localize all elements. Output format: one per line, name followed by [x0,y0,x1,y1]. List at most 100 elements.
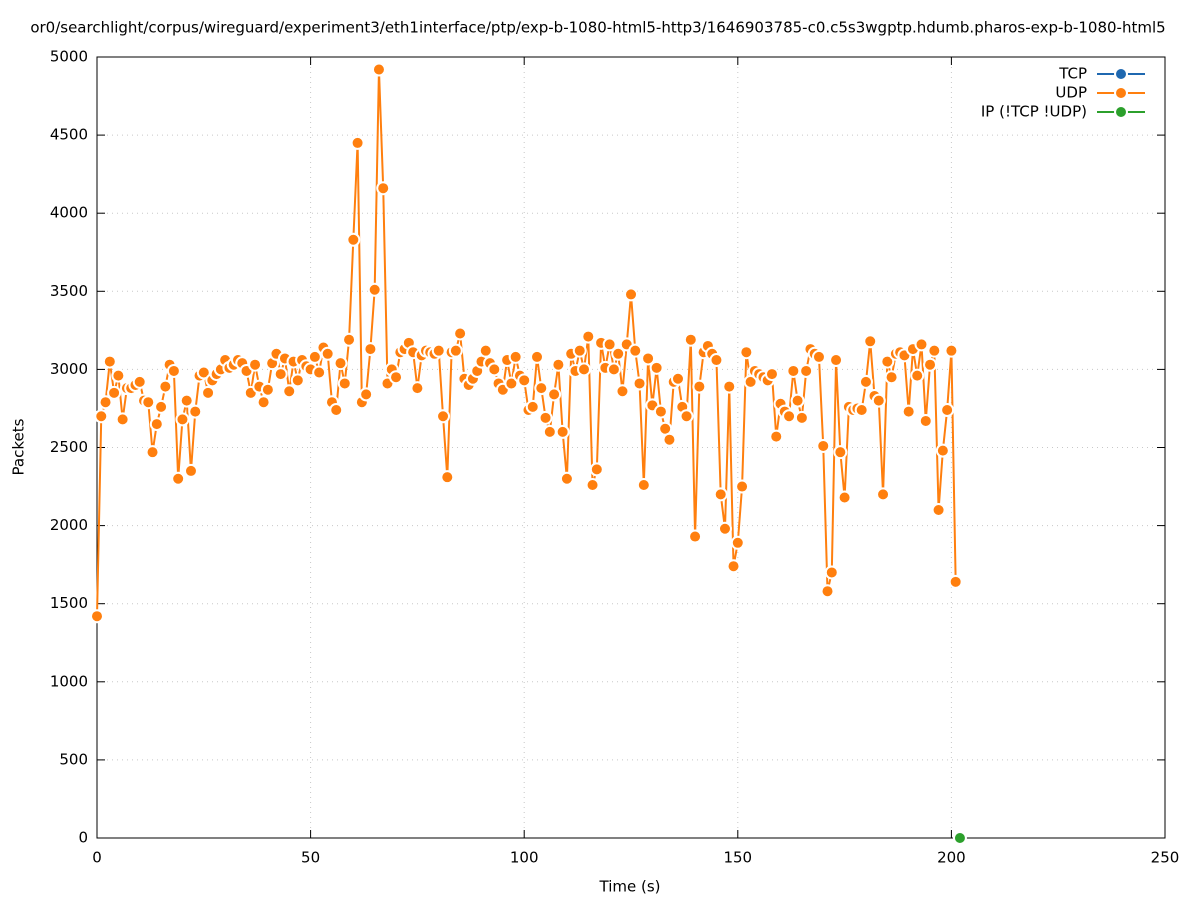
legend-label: UDP [1055,84,1087,102]
data-point [141,395,156,410]
data-point [145,445,160,460]
data-point [764,367,779,382]
data-point [320,346,335,361]
data-point [670,371,685,386]
data-point [914,337,929,352]
data-point [359,387,374,402]
data-point [611,346,626,361]
data-point [794,410,809,425]
data-point [431,343,446,358]
data-point [282,384,297,399]
data-point [952,831,967,845]
data-point [735,479,750,494]
data-point [312,365,327,380]
data-point [837,490,852,505]
data-point [453,326,468,341]
y-axis-label: Packets [10,418,28,475]
data-point [273,367,288,382]
data-point [547,387,562,402]
data-point [525,399,540,414]
legend-label: IP (!TCP !UDP) [981,103,1087,121]
x-tick-label: 200 [937,849,966,867]
data-point [589,462,604,477]
data-point [508,349,523,364]
data-point [102,354,117,369]
data-point [350,135,365,150]
data-point [256,395,271,410]
series-line [96,69,957,617]
data-point [158,379,173,394]
data-point [871,393,886,408]
data-point [918,413,933,428]
data-point [769,429,784,444]
data-point [337,376,352,391]
data-point [824,565,839,580]
data-point [179,393,194,408]
data-point [786,363,801,378]
y-tick-label: 1500 [50,594,88,612]
legend-swatch [1114,105,1128,119]
data-point [581,329,596,344]
data-point [154,399,169,414]
data-point [346,232,361,247]
data-point [572,343,587,358]
data-point [290,373,305,388]
data-point [709,353,724,368]
data-point [248,357,263,372]
data-point [201,385,216,400]
data-point [649,360,664,375]
data-point [931,502,946,517]
data-point [858,374,873,389]
data-point [371,62,386,77]
data-point [111,368,126,383]
data-point [389,370,404,385]
data-point [175,412,190,427]
data-point [692,379,707,394]
data-point [948,574,963,589]
data-point [149,417,164,432]
data-point [363,342,378,357]
data-point [478,343,493,358]
data-point [517,373,532,388]
x-tick-label: 100 [510,849,539,867]
legend-swatch [1114,86,1128,100]
data-point [683,332,698,347]
data-point [577,362,592,377]
data-point [487,362,502,377]
data-point [679,409,694,424]
data-point [329,403,344,418]
x-tick-label: 150 [723,849,752,867]
y-tick-label: 3500 [50,282,88,300]
data-point [107,385,122,400]
y-tick-label: 1000 [50,672,88,690]
y-tick-label: 5000 [50,48,88,66]
data-point [662,432,677,447]
data-point [910,368,925,383]
data-point [653,404,668,419]
data-point [171,471,186,486]
data-point [602,337,617,352]
data-point [115,412,130,427]
data-point [820,584,835,599]
plot-border [96,56,1166,839]
data-point [726,559,741,574]
y-tick-label: 3000 [50,360,88,378]
data-point [944,343,959,358]
data-point [307,349,322,364]
x-tick-label: 0 [92,849,102,867]
data-point [410,381,425,396]
data-point [183,463,198,478]
data-point [98,395,113,410]
data-point [739,345,754,360]
data-point [782,409,797,424]
y-tick-label: 0 [78,829,88,847]
y-tick-label: 4500 [50,126,88,144]
data-point [636,477,651,492]
data-point [188,404,203,419]
data-point [880,354,895,369]
data-point [555,424,570,439]
data-point [606,362,621,377]
data-point [534,381,549,396]
data-point [799,363,814,378]
legend-swatch [1114,67,1128,81]
